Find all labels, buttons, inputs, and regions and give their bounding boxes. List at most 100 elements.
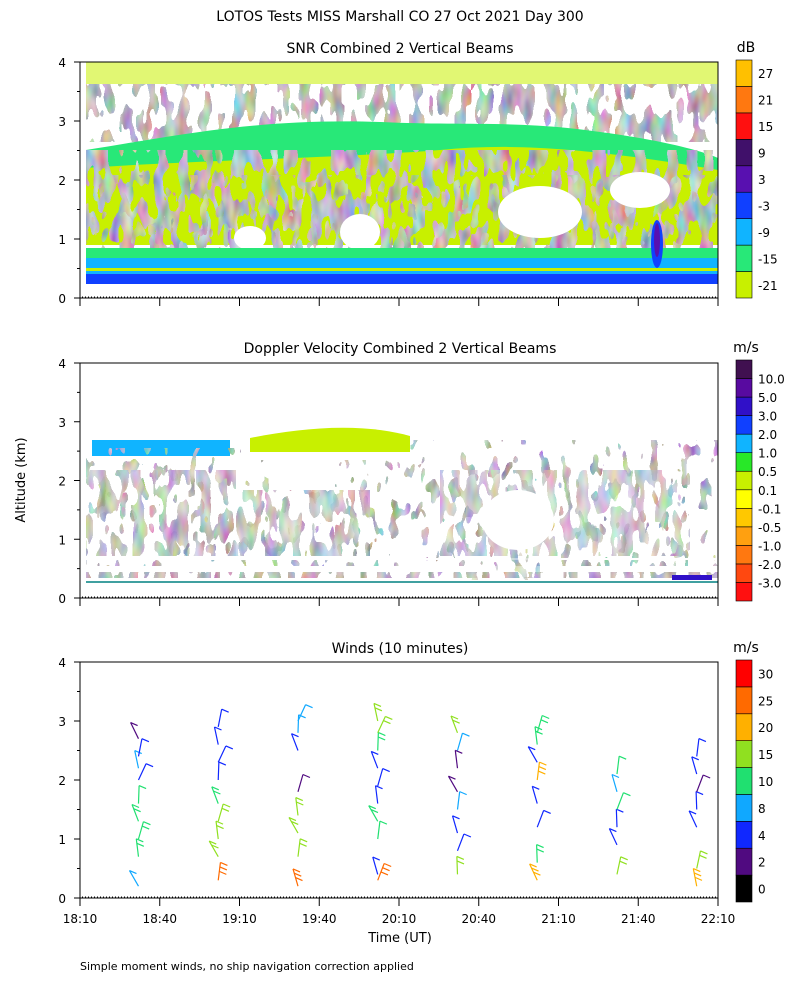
x-tick-label: 21:10 bbox=[541, 912, 576, 926]
barb-flag bbox=[452, 815, 460, 820]
barb-flag bbox=[136, 842, 145, 847]
figure-title: LOTOS Tests MISS Marshall CO 27 Oct 2021… bbox=[216, 9, 583, 25]
y-tick-label: 4 bbox=[58, 656, 66, 670]
barb-flag bbox=[694, 876, 703, 881]
wind-barb bbox=[616, 856, 628, 875]
barb-shaft bbox=[456, 791, 461, 810]
barb-flag bbox=[377, 736, 386, 741]
y-tick-label: 0 bbox=[58, 592, 66, 606]
colorbar-label: 2.0 bbox=[758, 428, 777, 442]
colorbar-swatch bbox=[735, 191, 753, 219]
wind-barb bbox=[377, 862, 392, 881]
colorbar-label: 10.0 bbox=[758, 373, 785, 387]
colorbar-swatch bbox=[735, 713, 753, 741]
barb-flag bbox=[141, 825, 150, 830]
x-tick-label: 21:40 bbox=[621, 912, 656, 926]
wind-barb bbox=[695, 790, 704, 810]
barb-flag bbox=[305, 704, 313, 709]
barb-flag bbox=[456, 855, 465, 860]
barb-shaft bbox=[297, 838, 301, 857]
wind-barb bbox=[137, 821, 151, 840]
barb-shaft bbox=[616, 792, 624, 810]
barb-flag bbox=[699, 854, 707, 859]
colorbar-label: 20 bbox=[758, 721, 773, 735]
barb-flag bbox=[611, 773, 620, 779]
barb-flag bbox=[455, 749, 463, 754]
wind-barb bbox=[536, 714, 550, 733]
barb-shaft bbox=[217, 745, 227, 763]
barb-flag bbox=[459, 791, 467, 796]
barb-shaft bbox=[527, 746, 538, 763]
barb-shaft bbox=[608, 828, 618, 846]
barb-shaft bbox=[374, 785, 379, 804]
wind-barb bbox=[451, 815, 460, 834]
colorbar-label: 10 bbox=[758, 775, 773, 789]
barb-flag bbox=[222, 803, 231, 808]
colorbar-label: -1.0 bbox=[758, 539, 781, 553]
barb-flag bbox=[133, 808, 141, 813]
y-tick-label: 0 bbox=[58, 292, 66, 306]
colorbar-label: -3 bbox=[758, 199, 770, 213]
barb-flag bbox=[134, 750, 142, 755]
wind-barb bbox=[456, 732, 470, 751]
barb-shaft bbox=[128, 870, 140, 887]
barb-shaft bbox=[131, 804, 140, 822]
wind-barb bbox=[372, 856, 381, 875]
barb-shaft bbox=[372, 856, 379, 875]
colorbar-swatch bbox=[735, 86, 753, 114]
barb-flag bbox=[294, 872, 302, 877]
barb-shaft bbox=[368, 805, 379, 822]
x-tick-label: 22:10 bbox=[701, 912, 736, 926]
barb-flag bbox=[539, 761, 547, 766]
wind-barb bbox=[536, 809, 551, 828]
colorbar-swatch bbox=[735, 112, 753, 140]
barb-shaft bbox=[456, 833, 465, 852]
wind-barb bbox=[529, 863, 541, 881]
barb-flag bbox=[214, 726, 222, 731]
barb-shaft bbox=[297, 714, 300, 733]
barb-flag bbox=[288, 816, 297, 822]
colorbar-label: -15 bbox=[758, 252, 778, 266]
barb-flag bbox=[295, 876, 303, 882]
y-tick-label: 2 bbox=[58, 475, 66, 489]
colorbar-label: 0.1 bbox=[758, 484, 777, 498]
y-tick-label: 3 bbox=[58, 416, 66, 430]
barb-shaft bbox=[377, 821, 381, 840]
barb-flag bbox=[541, 714, 550, 720]
colorbar-label: 5.0 bbox=[758, 391, 777, 405]
wind-barb bbox=[217, 861, 228, 881]
barb-shaft bbox=[454, 750, 459, 769]
barb-shaft bbox=[615, 809, 618, 828]
barb-flag bbox=[129, 870, 137, 875]
barb-flag bbox=[220, 861, 228, 866]
colorbar-label: 3.0 bbox=[758, 410, 777, 424]
barb-flag bbox=[623, 792, 631, 797]
barb-flag bbox=[138, 785, 147, 790]
wind-barb bbox=[288, 816, 299, 834]
wind-barb bbox=[135, 838, 145, 857]
snr-image bbox=[80, 62, 718, 298]
barb-flag bbox=[296, 801, 304, 806]
barb-shaft bbox=[215, 821, 219, 840]
barb-flag bbox=[378, 731, 386, 737]
wind-barb bbox=[527, 746, 538, 763]
barb-flag bbox=[533, 871, 541, 876]
barb-flag bbox=[691, 756, 700, 761]
barb-flag bbox=[371, 750, 379, 755]
wind-barb bbox=[370, 750, 379, 769]
footnote: Simple moment winds, no ship navigation … bbox=[80, 960, 414, 973]
colorbar-swatch bbox=[735, 396, 753, 416]
x-tick-label: 19:40 bbox=[302, 912, 337, 926]
colorbar-swatch bbox=[735, 244, 753, 272]
barb-shaft bbox=[691, 756, 698, 775]
barb-shaft bbox=[211, 786, 219, 804]
colorbar-swatch bbox=[735, 359, 753, 379]
y-tick-label: 3 bbox=[58, 715, 66, 729]
barb-shaft bbox=[536, 844, 538, 863]
axes: 0 1 2 3 4 0 1 2 3 4 0 1 2 3 4 18:10 18:40 19:10 19:40 20:10… bbox=[58, 56, 735, 926]
panel-title-winds: Winds (10 minutes) bbox=[332, 641, 469, 657]
wind-barb bbox=[137, 763, 154, 781]
barb-flag bbox=[380, 871, 389, 876]
colorbar-swatch bbox=[735, 582, 753, 602]
wind-barb bbox=[295, 796, 304, 816]
